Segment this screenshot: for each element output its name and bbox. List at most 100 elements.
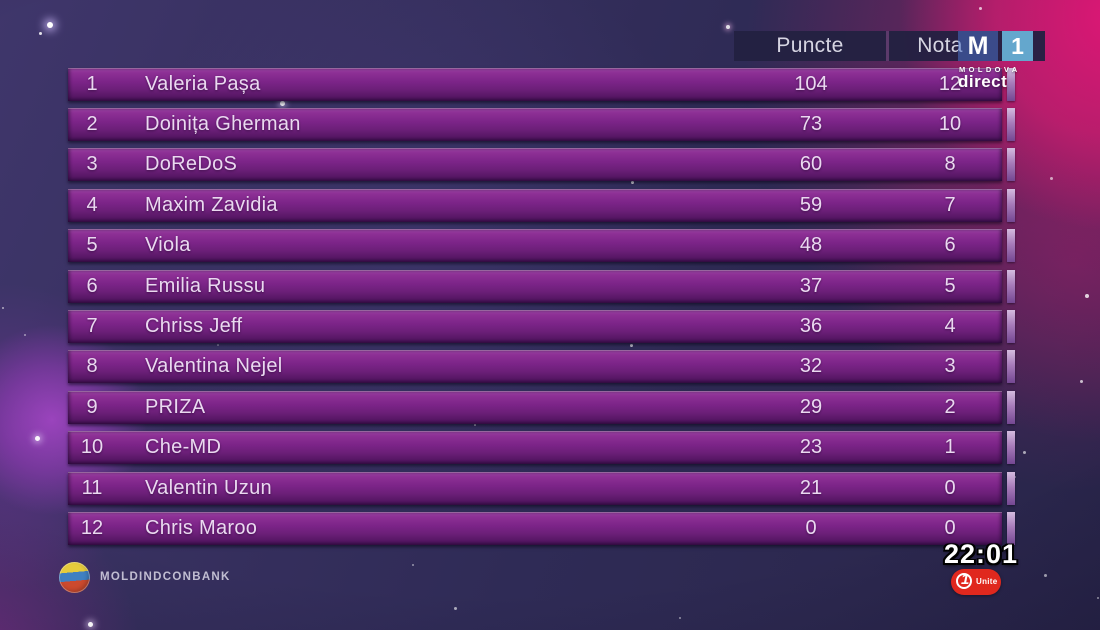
star-dot — [726, 25, 730, 29]
star-dot — [279, 100, 285, 106]
unite-label: Unite — [976, 577, 998, 586]
star-dot — [1014, 476, 1016, 478]
puncte-value: 32 — [799, 355, 823, 378]
table-row: 1 Valeria Pașa 104 12 — [68, 67, 1015, 101]
rank-cell: 8 — [86, 355, 98, 378]
puncte-value: 104 — [794, 72, 828, 95]
m1-direct-label: direct — [958, 72, 1008, 91]
table-row: 9 PRIZA 29 2 — [68, 390, 1015, 424]
row-end-cap — [1007, 229, 1015, 263]
rank-cell: 12 — [80, 517, 104, 540]
star-dot — [47, 22, 53, 28]
table-row: 12 Chris Maroo 0 0 — [68, 512, 1015, 546]
m1-moldova-label: MOLDOVA — [959, 65, 1021, 74]
table-row: 10 Che-MD 23 1 — [68, 431, 1015, 465]
column-header-puncte: Puncte — [734, 31, 886, 61]
row-end-cap — [1007, 188, 1015, 222]
star-dot — [1049, 176, 1053, 180]
row-end-cap — [1007, 390, 1015, 424]
artist-name: Valentin Uzun — [145, 476, 272, 499]
puncte-value: 36 — [799, 315, 823, 338]
sponsor-name-label: MOLDINDCONBANK — [100, 571, 231, 583]
table-row: 11 Valentin Uzun 21 0 — [68, 471, 1015, 505]
artist-name: PRIZA — [145, 395, 206, 418]
star-dot — [978, 6, 982, 10]
row-end-cap — [1007, 310, 1015, 344]
rank-cell: 5 — [86, 234, 98, 257]
unite-logo: 1 Unite — [951, 569, 1001, 595]
star-dot — [24, 334, 26, 336]
star-dot — [1079, 379, 1083, 383]
star-dot — [1043, 573, 1047, 577]
row-end-cap — [1007, 350, 1015, 384]
moldindconbank-globe-icon — [59, 562, 90, 593]
table-row: 2 Doinița Gherman 73 10 — [68, 107, 1015, 141]
artist-name: DoReDoS — [145, 153, 238, 176]
puncte-value: 21 — [799, 476, 823, 499]
row-end-cap — [1007, 148, 1015, 182]
row-end-cap — [1007, 512, 1015, 546]
star-dot — [1096, 596, 1100, 600]
star-dot — [34, 435, 40, 441]
row-end-cap — [1007, 269, 1015, 303]
nota-value: 3 — [944, 355, 956, 378]
rank-cell: 2 — [86, 112, 98, 135]
artist-name: Chriss Jeff — [145, 315, 243, 338]
table-row: 3 DoReDoS 60 8 — [68, 148, 1015, 182]
artist-name: Chris Maroo — [145, 517, 258, 540]
unite-circle-icon — [956, 573, 972, 589]
nota-value: 5 — [944, 274, 956, 297]
rank-cell: 10 — [80, 436, 104, 459]
nota-value: 10 — [938, 112, 962, 135]
puncte-value: 0 — [805, 517, 817, 540]
rank-cell: 3 — [86, 153, 98, 176]
nota-value: 7 — [944, 193, 956, 216]
puncte-value: 37 — [799, 274, 823, 297]
rank-cell: 1 — [86, 72, 98, 95]
nota-value: 1 — [944, 436, 956, 459]
table-row: 7 Chriss Jeff 36 4 — [68, 310, 1015, 344]
nota-value: 0 — [944, 517, 956, 540]
rank-cell: 7 — [86, 315, 98, 338]
puncte-value: 60 — [799, 153, 823, 176]
star-dot — [87, 621, 93, 627]
nota-value: 2 — [944, 395, 956, 418]
star-dot — [629, 343, 633, 347]
star-dot — [217, 344, 219, 346]
table-row: 8 Valentina Nejel 32 3 — [68, 350, 1015, 384]
m1-logo-m-icon: M — [958, 31, 998, 61]
star-dot — [411, 563, 415, 567]
table-row: 5 Viola 48 6 — [68, 229, 1015, 263]
artist-name: Maxim Zavidia — [145, 193, 278, 216]
puncte-value: 23 — [799, 436, 823, 459]
rank-cell: 9 — [86, 395, 98, 418]
star-dot — [453, 606, 457, 610]
puncte-value: 48 — [799, 234, 823, 257]
puncte-value: 73 — [799, 112, 823, 135]
table-row: 6 Emilia Russu 37 5 — [68, 269, 1015, 303]
artist-name: Valentina Nejel — [145, 355, 283, 378]
star-dot — [38, 31, 42, 35]
row-end-cap — [1007, 471, 1015, 505]
star-dot — [1, 306, 5, 310]
artist-name: Doinița Gherman — [145, 112, 301, 135]
nota-value: 0 — [944, 476, 956, 499]
star-dot — [630, 180, 634, 184]
artist-name: Che-MD — [145, 436, 222, 459]
header-divider — [886, 31, 889, 61]
row-end-cap — [1007, 67, 1015, 101]
nota-value: 4 — [944, 315, 956, 338]
artist-name: Viola — [145, 234, 191, 257]
rank-cell: 6 — [86, 274, 98, 297]
artist-name: Valeria Pașa — [145, 72, 261, 95]
row-end-cap — [1007, 107, 1015, 141]
star-dot — [1022, 450, 1026, 454]
star-dot — [473, 423, 477, 427]
nota-value: 12 — [938, 72, 962, 95]
m1-logo-1-icon: 1 — [1002, 31, 1033, 61]
rank-cell: 4 — [86, 193, 98, 216]
table-row: 4 Maxim Zavidia 59 7 — [68, 188, 1015, 222]
star-dot — [678, 616, 682, 620]
clock-time: 22:01 — [943, 539, 1019, 569]
